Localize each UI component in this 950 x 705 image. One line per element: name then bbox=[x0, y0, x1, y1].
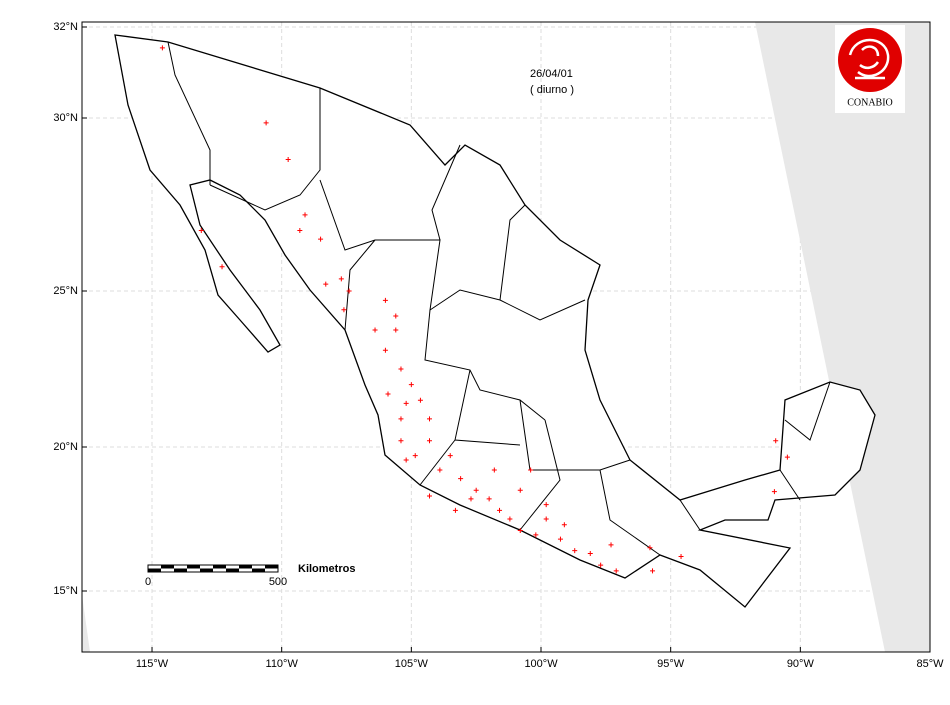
date-label: 26/04/01 bbox=[530, 68, 573, 80]
hotspot bbox=[650, 568, 656, 574]
hotspot bbox=[543, 516, 549, 522]
hotspot bbox=[458, 476, 464, 482]
lon-tick-label: 100°W bbox=[524, 658, 558, 670]
hotspot bbox=[517, 528, 523, 534]
hotspot bbox=[408, 382, 414, 388]
lat-tick-label: 25°N bbox=[53, 285, 78, 297]
map-frame bbox=[81, 21, 931, 653]
hotspot bbox=[528, 467, 534, 473]
hotspot bbox=[561, 522, 567, 528]
lat-tick-label: 15°N bbox=[53, 585, 78, 597]
hotspot bbox=[341, 307, 347, 313]
hotspot bbox=[598, 562, 604, 568]
hotspot bbox=[426, 493, 432, 499]
hotspot bbox=[398, 366, 404, 372]
swath-edge bbox=[755, 22, 930, 652]
hotspot bbox=[318, 236, 324, 242]
scale-cell bbox=[200, 568, 213, 572]
hotspot bbox=[403, 400, 409, 406]
hotspot bbox=[219, 264, 225, 270]
scale-checker bbox=[148, 565, 278, 572]
period-label: ( diurno ) bbox=[530, 84, 574, 96]
hotspot bbox=[486, 496, 492, 502]
scale-cell bbox=[265, 565, 278, 569]
hotspot bbox=[393, 327, 399, 333]
hotspot bbox=[346, 288, 352, 294]
hotspot bbox=[533, 532, 539, 538]
lat-tick-label: 30°N bbox=[53, 112, 78, 124]
scale-bar: 0 500 Kilometros bbox=[145, 563, 356, 588]
logo-swirl bbox=[848, 38, 890, 80]
hotspot bbox=[393, 313, 399, 319]
hotspot bbox=[773, 438, 779, 444]
scale-unit: Kilometros bbox=[298, 563, 355, 575]
hotspot bbox=[587, 551, 593, 557]
lon-tick-label: 110°W bbox=[266, 658, 299, 670]
logo: CONABIO bbox=[835, 25, 905, 113]
hotspot bbox=[263, 120, 269, 126]
scale-cell bbox=[226, 568, 239, 572]
state-borders bbox=[167, 41, 831, 556]
hotspot bbox=[557, 536, 563, 542]
hotspot bbox=[572, 548, 578, 554]
lon-tick-label: 85°W bbox=[916, 658, 944, 670]
scale-cell bbox=[239, 565, 252, 569]
scale-cell bbox=[161, 565, 174, 569]
hotspot bbox=[543, 502, 549, 508]
hotspot bbox=[338, 276, 344, 282]
lon-tick-label: 90°W bbox=[787, 658, 815, 670]
scale-cell bbox=[148, 568, 161, 572]
hotspot bbox=[497, 507, 503, 513]
hotspot bbox=[403, 457, 409, 463]
ticks: 115°W 110°W 105°W 100°W 95°W 90°W 85°W 32°N 30°N… bbox=[53, 21, 944, 670]
hotspot bbox=[297, 227, 303, 233]
hotspot bbox=[372, 327, 378, 333]
hotspot bbox=[784, 454, 790, 460]
scale-cell bbox=[187, 565, 200, 569]
hotspot bbox=[398, 438, 404, 444]
swath-edge bbox=[82, 595, 90, 652]
hotspot bbox=[198, 227, 204, 233]
lon-tick-label: 105°W bbox=[395, 658, 429, 670]
hotspot bbox=[426, 416, 432, 422]
hotspot bbox=[398, 416, 404, 422]
scale-start: 0 bbox=[145, 576, 151, 588]
hotspot bbox=[437, 467, 443, 473]
hotspot bbox=[447, 453, 453, 459]
hotspot bbox=[507, 516, 513, 522]
lat-tick-label: 32°N bbox=[53, 21, 78, 33]
lon-tick-label: 95°W bbox=[657, 658, 685, 670]
hotspot bbox=[382, 347, 388, 353]
hotspot bbox=[678, 553, 684, 559]
scale-cell bbox=[252, 568, 265, 572]
hotspot bbox=[302, 212, 308, 218]
logo-text: CONABIO bbox=[847, 97, 893, 108]
hotspot bbox=[473, 487, 479, 493]
hotspot bbox=[385, 391, 391, 397]
scale-cell bbox=[174, 568, 187, 572]
scale-cell bbox=[213, 565, 226, 569]
mexico-outline bbox=[114, 34, 876, 608]
hotspot bbox=[285, 157, 291, 163]
hotspot bbox=[412, 453, 418, 459]
hotspot bbox=[771, 489, 777, 495]
hotspot bbox=[159, 45, 165, 51]
logo-mark bbox=[838, 28, 902, 92]
hotspot bbox=[426, 438, 432, 444]
hotspot bbox=[647, 545, 653, 551]
lat-tick-label: 20°N bbox=[53, 441, 78, 453]
hotspot bbox=[382, 297, 388, 303]
hotspot bbox=[323, 281, 329, 287]
hotspot bbox=[468, 496, 474, 502]
hotspot bbox=[608, 542, 614, 548]
hotspots bbox=[159, 45, 790, 574]
hotspot bbox=[452, 507, 458, 513]
hotspot bbox=[517, 487, 523, 493]
hotspot bbox=[417, 397, 423, 403]
lon-tick-label: 115°W bbox=[136, 658, 169, 670]
scale-end: 500 bbox=[269, 576, 287, 588]
hotspot bbox=[613, 568, 619, 574]
hotspot bbox=[491, 467, 497, 473]
